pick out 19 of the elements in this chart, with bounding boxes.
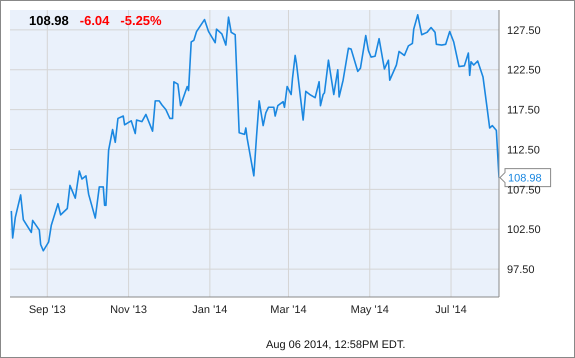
- annotation: -5.25%: [120, 13, 162, 28]
- y-tick-label: 97.50: [507, 264, 535, 276]
- y-tick-label: 107.50: [507, 184, 541, 196]
- text: Aug 06 2014, 12:58PM EDT.: [266, 339, 406, 351]
- y-tick-label: 127.50: [507, 24, 541, 37]
- line-series: [10, 14, 499, 252]
- annotation: 108.98: [508, 172, 542, 185]
- annotation: -6.04: [80, 13, 110, 28]
- y-tick-label: 112.50: [507, 144, 540, 156]
- x-tick-label: Sep '13: [28, 304, 66, 316]
- annotation: 108.98: [29, 13, 69, 28]
- x-tick-label: May '14: [350, 304, 389, 316]
- x-tick-label: Mar '14: [270, 304, 307, 316]
- x-tick-label: Jul '14: [435, 304, 467, 316]
- y-tick-label: 117.50: [507, 104, 540, 117]
- y-tick-label: 122.50: [507, 64, 541, 77]
- x-tick-label: Nov '13: [110, 304, 148, 316]
- y-tick-label: 102.50: [507, 224, 541, 236]
- x-tick-label: Jan '14: [192, 304, 228, 316]
